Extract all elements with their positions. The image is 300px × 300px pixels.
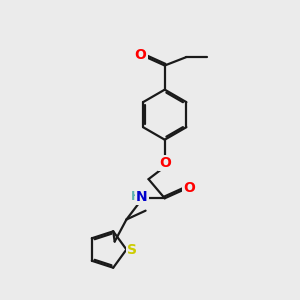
Text: S: S [127,242,137,256]
Text: H: H [131,190,141,203]
Text: O: O [183,181,195,195]
Text: O: O [135,48,146,62]
Text: O: O [159,156,171,170]
Text: N: N [136,190,148,204]
